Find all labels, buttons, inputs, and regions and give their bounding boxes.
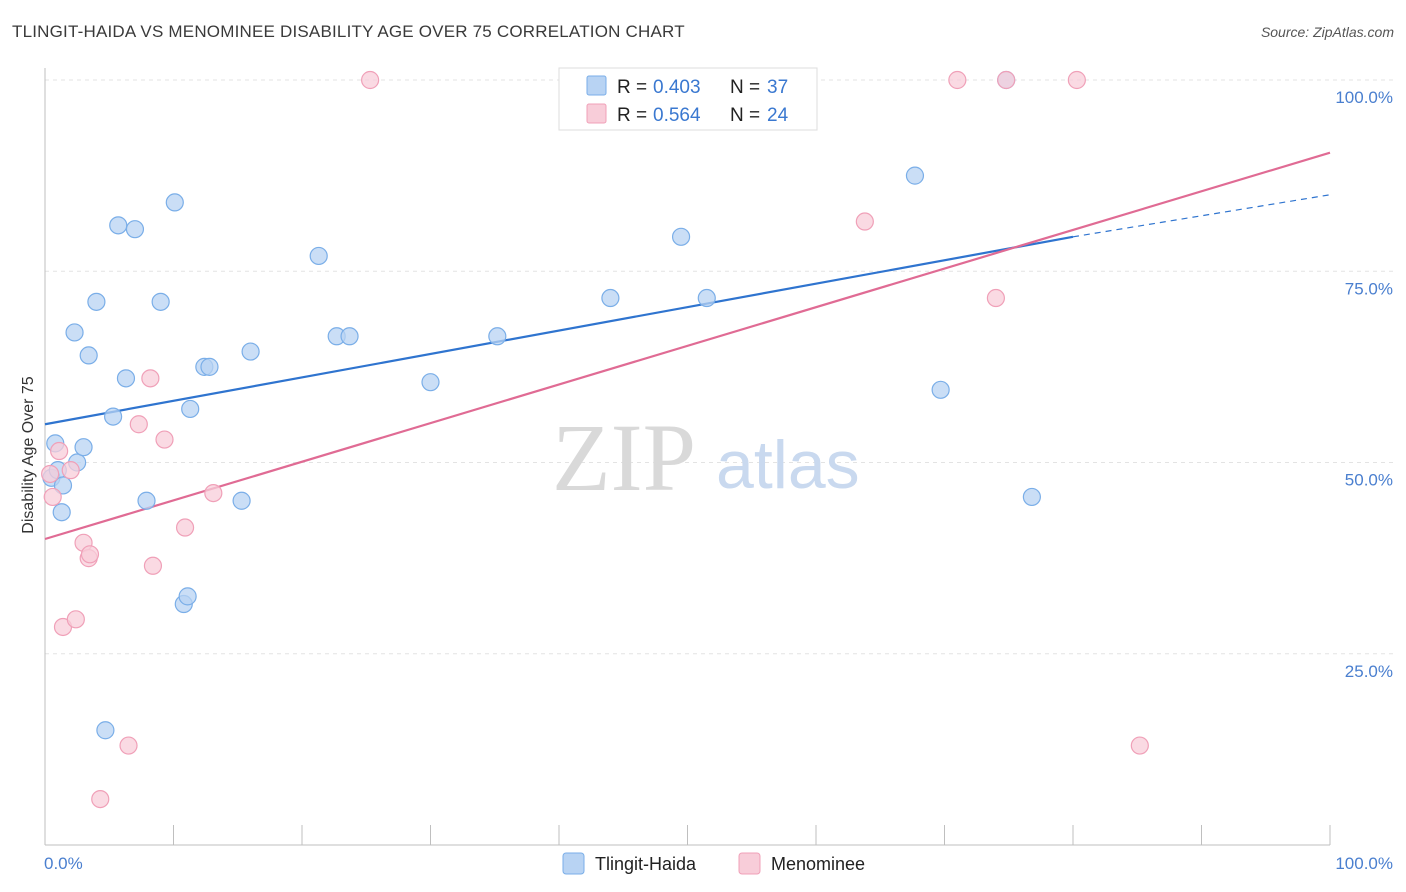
- data-point-tlingit-haida: [671, 227, 691, 246]
- data-point-menominee: [948, 70, 967, 90]
- x-tick-label: 100.0%: [1335, 854, 1393, 873]
- y-tick-label: 100.0%: [1335, 88, 1393, 107]
- data-point-menominee: [1130, 736, 1149, 755]
- legend-swatch-tlingit: [586, 75, 607, 96]
- watermark: ZIP atlas: [552, 404, 860, 511]
- chart-title: TLINGIT-HAIDA VS MENOMINEE DISABILITY AG…: [12, 22, 685, 41]
- bottom-legend-swatch-menominee: [738, 852, 761, 875]
- trend-lines: [44, 151, 1331, 541]
- bottom-legend-swatch-tlingit: [562, 852, 585, 875]
- legend-swatch-menominee: [586, 103, 607, 124]
- data-point-tlingit-haida: [165, 193, 184, 212]
- data-point-tlingit-haida: [232, 491, 251, 510]
- data-point-tlingit-haida: [79, 346, 98, 365]
- data-point-tlingit-haida: [104, 407, 123, 426]
- axes: [44, 68, 1331, 846]
- data-point-menominee: [129, 415, 148, 434]
- data-point-tlingit-haida: [151, 292, 170, 311]
- legend-r-value-1: 0.403: [653, 77, 701, 98]
- bottom-legend-label-menominee: Menominee: [771, 854, 865, 874]
- data-point-menominee: [50, 441, 69, 461]
- legend-r-value-2: 0.564: [653, 105, 701, 126]
- legend: R = 0.403 N = 37 R = 0.564 N = 24: [558, 67, 818, 131]
- grid-lines: [45, 79, 1393, 655]
- x-tick-labels: 0.0% 100.0%: [44, 854, 1393, 873]
- data-point-tlingit-haida: [96, 721, 115, 740]
- trend-line-1: [44, 151, 1331, 541]
- y-tick-label: 50.0%: [1345, 471, 1393, 490]
- data-point-tlingit-haida: [74, 438, 93, 457]
- data-point-tlingit-haida: [137, 491, 156, 510]
- data-point-tlingit-haida: [241, 342, 260, 361]
- legend-n-label-2: N =: [730, 105, 760, 126]
- data-point-tlingit-haida: [1022, 487, 1041, 507]
- data-point-tlingit-haida: [181, 399, 200, 419]
- legend-n-label-1: N =: [730, 77, 760, 98]
- y-tick-label: 25.0%: [1345, 662, 1393, 681]
- data-point-tlingit-haida: [109, 216, 128, 235]
- data-point-tlingit-haida: [421, 373, 440, 392]
- data-points: [41, 70, 1149, 809]
- data-point-tlingit-haida: [116, 369, 136, 388]
- data-point-menominee: [204, 484, 223, 503]
- data-point-tlingit-haida: [178, 587, 197, 606]
- data-point-tlingit-haida: [52, 503, 71, 522]
- data-point-menominee: [80, 545, 100, 564]
- y-axis-label: Disability Age Over 75: [20, 376, 37, 534]
- data-point-menominee: [997, 70, 1016, 90]
- bottom-legend-label-tlingit: Tlingit-Haida: [595, 854, 697, 874]
- data-point-tlingit-haida: [488, 327, 507, 346]
- data-point-menominee: [1067, 70, 1086, 90]
- trend-line-0: [44, 235, 1074, 426]
- data-point-menominee: [119, 736, 138, 755]
- data-point-menominee: [141, 369, 160, 388]
- data-point-tlingit-haida: [87, 292, 106, 311]
- data-point-tlingit-haida: [200, 357, 219, 376]
- watermark-atlas: atlas: [716, 427, 860, 503]
- bottom-legend: Tlingit-Haida Menominee: [562, 852, 865, 875]
- data-point-tlingit-haida: [309, 246, 328, 266]
- data-point-menominee: [66, 610, 85, 629]
- data-point-tlingit-haida: [65, 323, 84, 342]
- data-point-menominee: [43, 487, 62, 507]
- data-point-tlingit-haida: [905, 166, 925, 185]
- data-point-tlingit-haida: [53, 476, 73, 495]
- data-point-menominee: [175, 518, 195, 537]
- y-tick-labels: 25.0% 50.0% 75.0% 100.0%: [1335, 88, 1393, 681]
- legend-n-value-1: 37: [767, 77, 788, 98]
- data-point-menominee: [155, 430, 174, 449]
- legend-n-value-2: 24: [767, 105, 789, 126]
- legend-r-label-1: R =: [617, 77, 647, 98]
- data-point-menominee: [143, 556, 163, 575]
- data-point-tlingit-haida: [125, 220, 145, 239]
- data-point-tlingit-haida: [931, 380, 950, 399]
- data-point-menominee: [61, 461, 80, 480]
- data-point-tlingit-haida: [697, 288, 716, 308]
- legend-r-label-2: R =: [617, 105, 647, 126]
- data-point-menominee: [855, 212, 874, 231]
- data-point-menominee: [361, 70, 380, 90]
- y-tick-label: 75.0%: [1345, 279, 1393, 298]
- trend-line-extension-0: [1072, 194, 1331, 238]
- data-point-menominee: [91, 789, 110, 809]
- data-point-menominee: [41, 464, 60, 484]
- data-point-tlingit-haida: [340, 327, 359, 346]
- data-point-menominee: [986, 288, 1006, 308]
- source-label: Source: ZipAtlas.com: [1260, 24, 1394, 40]
- x-tick-label: 0.0%: [44, 854, 83, 873]
- data-point-tlingit-haida: [601, 288, 620, 308]
- watermark-zip: ZIP: [552, 404, 696, 511]
